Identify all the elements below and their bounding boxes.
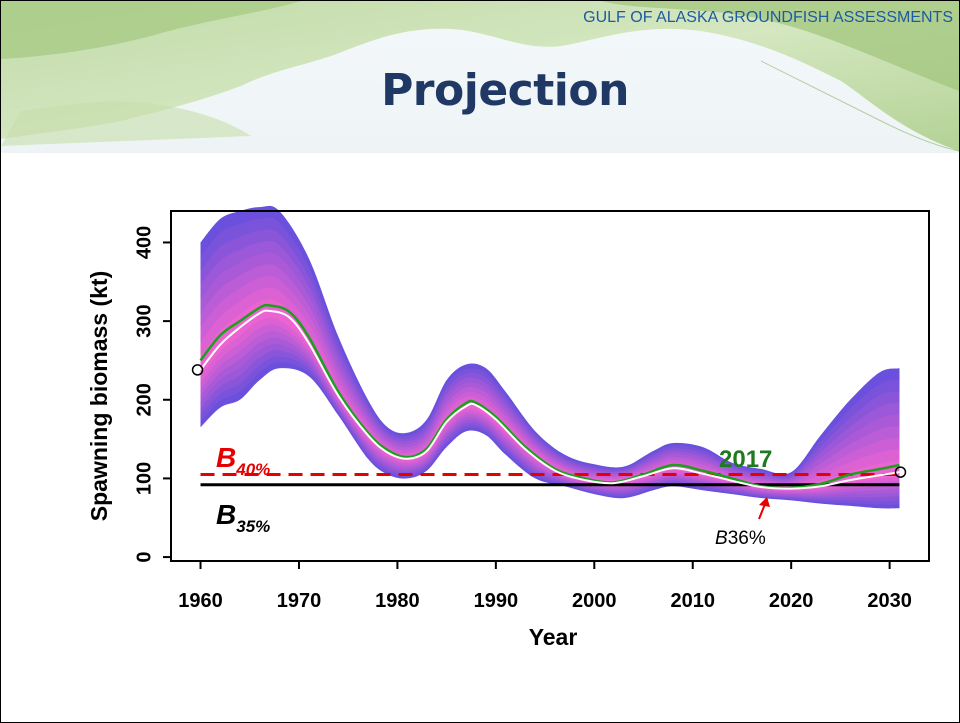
x-tick-label-2010: 2010 xyxy=(670,590,715,612)
b35-label: B35% xyxy=(216,499,270,536)
header-tag: GULF OF ALASKA GROUNDFISH ASSESSMENTS xyxy=(583,9,953,26)
b36-arrow-head xyxy=(759,497,770,507)
map-banner: GULF OF ALASKA GROUNDFISH ASSESSMENTS Pr… xyxy=(1,1,959,153)
y-axis-label: Spawning biomass (kt) xyxy=(86,271,112,521)
series-end-marker xyxy=(894,466,907,478)
x-tick-label-2020: 2020 xyxy=(769,590,814,612)
y-tick-label-400: 400 xyxy=(133,226,155,259)
year-2017-label: 2017 xyxy=(719,446,772,473)
b36-label: B36% xyxy=(715,528,766,549)
b40-label: B40% xyxy=(216,442,270,479)
y-tick-label-300: 300 xyxy=(133,304,155,337)
y-tick-label-100: 100 xyxy=(133,462,155,495)
y-tick-label-0: 0 xyxy=(133,552,155,563)
x-tick-label-1980: 1980 xyxy=(375,590,420,612)
x-tick-label-1960: 1960 xyxy=(178,590,223,612)
x-tick-label-2000: 2000 xyxy=(572,590,617,612)
series-start-marker xyxy=(191,364,204,376)
x-tick-label-2030: 2030 xyxy=(867,590,912,612)
x-tick-label-1970: 1970 xyxy=(277,590,322,612)
series-line-median xyxy=(199,309,900,490)
x-axis-label: Year xyxy=(529,624,578,650)
coastline-map-image xyxy=(1,1,959,153)
y-tick-label-200: 200 xyxy=(133,383,155,416)
x-tick-label-1990: 1990 xyxy=(474,590,519,612)
slide-title: Projection xyxy=(381,65,629,116)
plot-frame xyxy=(170,210,930,562)
